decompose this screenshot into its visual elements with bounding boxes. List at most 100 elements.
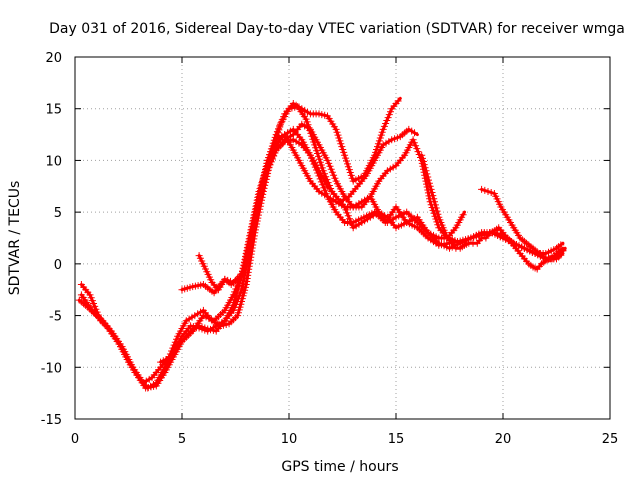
x-tick-label: 5: [178, 432, 186, 447]
data-point: [414, 148, 422, 156]
data-point: [267, 153, 275, 161]
data-point: [410, 139, 418, 147]
data-point: [348, 221, 356, 229]
data-point: [232, 285, 240, 293]
data-point: [339, 146, 347, 153]
data-point: [170, 341, 178, 349]
data-point: [338, 143, 346, 151]
data-point: [484, 188, 492, 195]
x-tick-label: 0: [71, 432, 79, 447]
data-point: [285, 105, 293, 113]
data-point: [231, 288, 239, 296]
x-tick-label: 10: [281, 432, 298, 447]
series-line: [79, 122, 466, 390]
data-point: [411, 129, 418, 137]
data-point: [355, 200, 363, 207]
data-point: [384, 114, 392, 122]
data-point: [325, 159, 333, 167]
data-point: [249, 220, 257, 228]
data-point: [342, 206, 350, 214]
y-axis-label: SDTVAR / TECUs: [7, 181, 23, 296]
data-point: [434, 210, 442, 218]
data-point: [233, 282, 241, 290]
data-point: [481, 186, 489, 194]
data-point: [419, 158, 427, 165]
data-point: [405, 125, 413, 133]
data-point: [328, 168, 336, 176]
data-point: [428, 189, 436, 196]
data-point: [243, 250, 251, 258]
data-point: [324, 193, 331, 201]
y-tick-label: -10: [41, 361, 62, 376]
data-point: [478, 185, 486, 193]
data-point: [173, 335, 180, 343]
data-point: [304, 124, 311, 132]
data-point: [334, 131, 342, 139]
data-point: [327, 165, 335, 173]
data-point: [420, 161, 428, 169]
y-tick-label: 20: [45, 51, 62, 66]
data-point: [252, 205, 260, 213]
data-point: [361, 196, 369, 204]
data-point: [331, 174, 339, 182]
axis-ticks: 0 5 10 15 20 25 -15 -10 -5 0 5 10 15 20: [41, 51, 619, 447]
data-point: [343, 157, 350, 165]
data-point: [426, 182, 434, 190]
y-tick-label: 10: [45, 154, 62, 169]
y-tick-label: 15: [45, 103, 62, 118]
data-point: [378, 210, 386, 218]
data-point: [320, 184, 328, 192]
data-point: [383, 117, 391, 124]
data-point: [429, 192, 437, 200]
data-point: [336, 137, 344, 145]
data-point: [382, 139, 390, 147]
data-point: [385, 111, 393, 119]
data-point: [431, 201, 439, 209]
data-point: [241, 259, 249, 267]
data-point: [319, 181, 327, 189]
y-tick-label: -5: [49, 310, 62, 325]
data-point: [427, 185, 435, 193]
data-point: [292, 138, 300, 145]
data-point: [413, 145, 421, 153]
data-point: [340, 148, 348, 156]
data-point: [342, 154, 350, 162]
data-point: [318, 189, 326, 197]
data-point: [247, 226, 255, 234]
series-track-7: [418, 151, 565, 273]
data-point: [418, 151, 426, 159]
data-point: [222, 321, 230, 328]
data-point: [169, 344, 177, 352]
data-point: [349, 224, 357, 232]
series-track-3: [77, 120, 467, 392]
x-tick-label: 25: [602, 432, 619, 447]
data-point: [559, 246, 567, 254]
data-point: [275, 126, 283, 134]
data-point: [380, 122, 388, 130]
data-point: [344, 212, 352, 220]
plot-frame: [74, 56, 611, 420]
data-point: [247, 229, 254, 237]
data-point: [389, 163, 397, 171]
data-point: [432, 204, 440, 212]
data-point: [430, 195, 438, 203]
data-point: [254, 196, 262, 204]
x-tick-label: 15: [388, 432, 405, 447]
data-point: [234, 309, 242, 317]
data-point: [425, 176, 432, 184]
data-point: [264, 162, 272, 170]
data-point: [246, 232, 254, 240]
data-point: [266, 156, 274, 164]
data-point: [387, 108, 394, 116]
data-point: [361, 217, 369, 225]
data-point: [412, 142, 420, 150]
data-point: [249, 217, 257, 225]
y-tick-label: 0: [54, 258, 62, 273]
data-point: [341, 203, 349, 211]
data-point: [91, 302, 99, 310]
data-point: [252, 208, 259, 216]
data-point: [197, 308, 204, 316]
data-point: [424, 173, 432, 181]
chart-title: Day 031 of 2016, Sidereal Day-to-day VTE…: [49, 21, 625, 37]
